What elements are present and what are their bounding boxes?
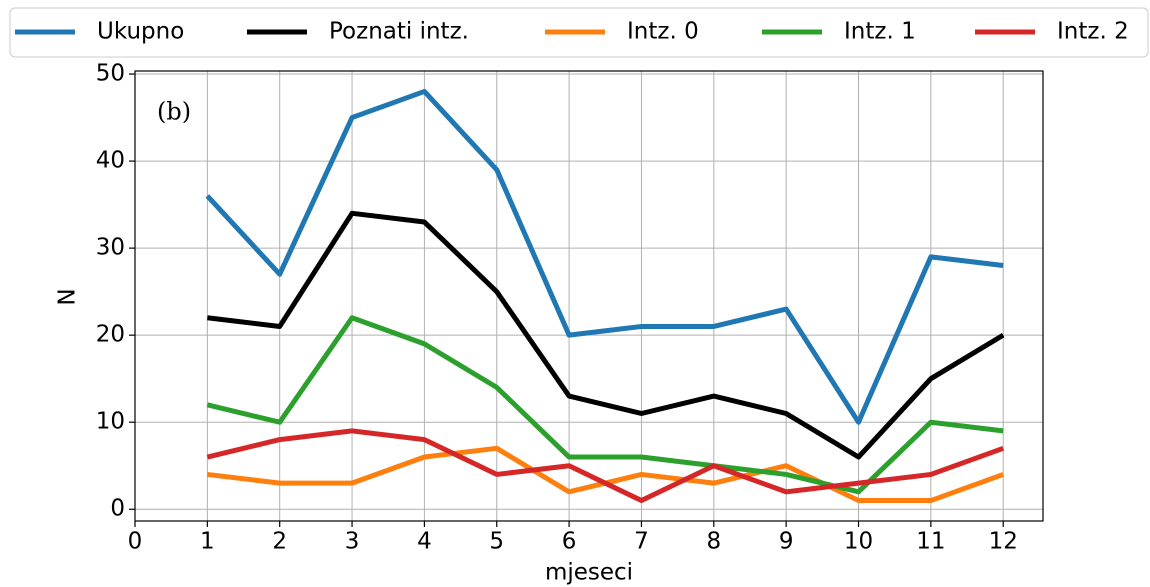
series-line bbox=[206, 428, 1005, 504]
x-tick-label: 2 bbox=[272, 529, 287, 555]
legend-label: Intz. 0 bbox=[627, 19, 699, 45]
y-tick-label: 40 bbox=[96, 148, 125, 174]
y-tick-label: 10 bbox=[96, 409, 125, 435]
annotation: (b) bbox=[157, 98, 191, 126]
x-tick-label: 0 bbox=[128, 529, 143, 555]
x-tick-label: 4 bbox=[417, 529, 432, 555]
x-tick-label: 7 bbox=[634, 529, 649, 555]
legend-label: Ukupno bbox=[97, 19, 184, 45]
legend-label: Intz. 1 bbox=[844, 19, 916, 45]
x-tick-label: 3 bbox=[345, 529, 360, 555]
x-tick-label: 6 bbox=[562, 529, 577, 555]
series-line bbox=[205, 88, 1004, 425]
series-line bbox=[207, 210, 1005, 460]
legend-label: Intz. 2 bbox=[1057, 19, 1129, 45]
x-tick-label: 12 bbox=[989, 529, 1018, 555]
y-tick-label: 30 bbox=[96, 235, 125, 261]
x-tick-label: 11 bbox=[916, 529, 945, 555]
y-tick-label: 0 bbox=[110, 496, 125, 522]
x-tick-label: 1 bbox=[200, 529, 215, 555]
x-tick-label: 8 bbox=[706, 529, 721, 555]
x-tick-label: 10 bbox=[844, 529, 873, 555]
x-axis-label: mjeseci bbox=[545, 560, 633, 586]
x-tick-label: 9 bbox=[779, 529, 794, 555]
x-tick-label: 5 bbox=[489, 529, 504, 555]
legend-label: Poznati intz. bbox=[329, 19, 469, 45]
y-tick-label: 20 bbox=[96, 322, 125, 348]
plot-frame bbox=[134, 70, 1044, 522]
y-axis-label: N bbox=[55, 288, 81, 305]
y-tick-label: 50 bbox=[96, 61, 125, 87]
